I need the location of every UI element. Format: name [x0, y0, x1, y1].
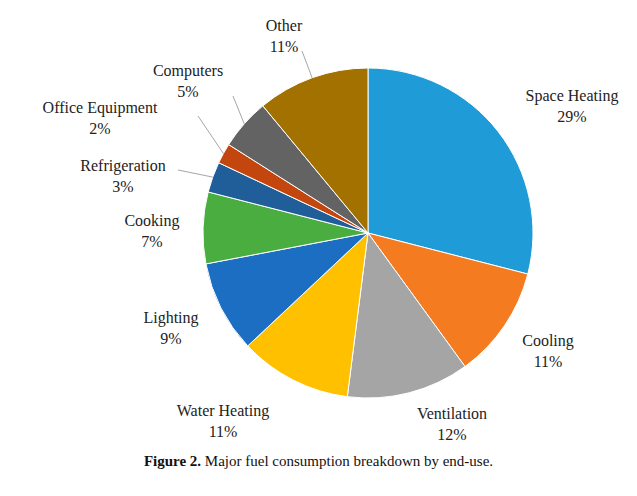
svg-text:Ventilation: Ventilation — [417, 405, 487, 422]
svg-text:Other: Other — [266, 17, 303, 34]
html-text:Figure 2. Major fuel consumpti: Figure 2. Major fuel consumption breakdo… — [143, 453, 494, 469]
svg-text:5%: 5% — [177, 83, 198, 100]
svg-text:2%: 2% — [89, 120, 110, 137]
svg-text:Office Equipment: Office Equipment — [43, 99, 158, 117]
svg-text:Space Heating: Space Heating — [526, 87, 619, 105]
svg-text:9%: 9% — [160, 330, 181, 347]
svg-text:Lighting: Lighting — [143, 309, 198, 327]
svg-text:Cooling: Cooling — [522, 332, 574, 350]
svg-text:29%: 29% — [557, 108, 586, 125]
svg-text:Water Heating: Water Heating — [177, 402, 269, 420]
svg-text:7%: 7% — [141, 233, 162, 250]
svg-text:11%: 11% — [270, 38, 299, 55]
svg-text:3%: 3% — [112, 178, 133, 195]
svg-text:11%: 11% — [534, 353, 563, 370]
svg-text:11%: 11% — [209, 423, 238, 440]
svg-text:12%: 12% — [437, 426, 466, 443]
svg-text:Refrigeration: Refrigeration — [80, 157, 165, 175]
svg-text:Cooking: Cooking — [124, 212, 179, 230]
svg-text:Computers: Computers — [153, 62, 223, 80]
